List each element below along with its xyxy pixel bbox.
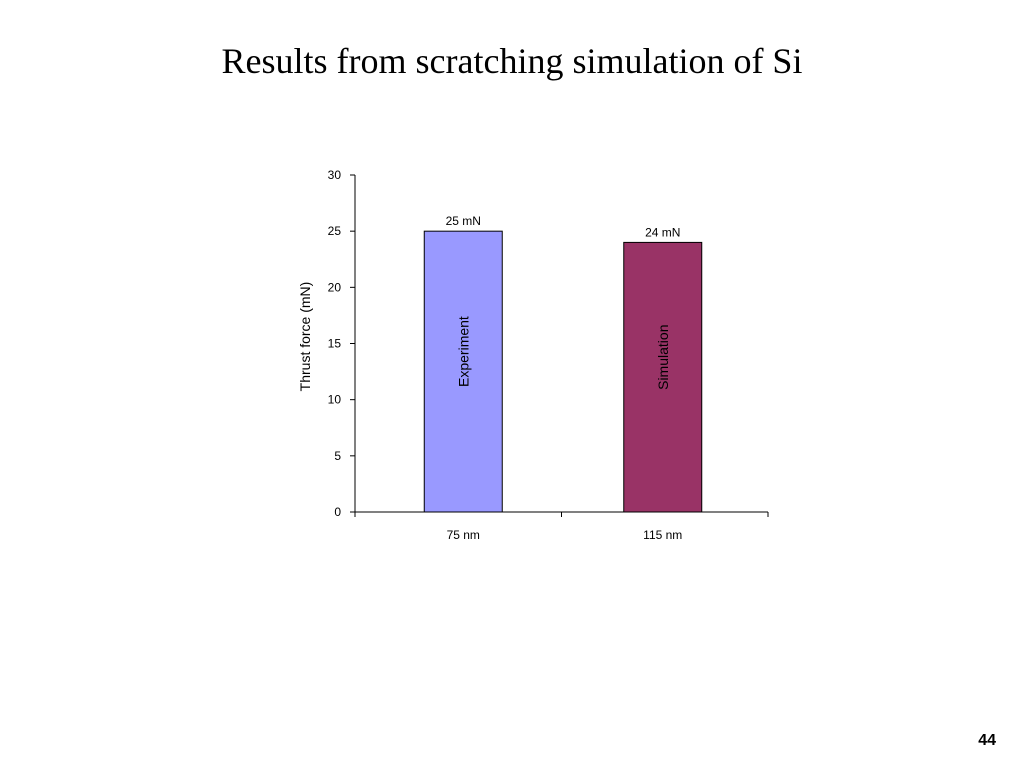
bar-data-label: 24 mN	[645, 225, 680, 239]
y-tick-label: 15	[328, 337, 342, 351]
bar-inner-label: Simulation	[655, 325, 671, 390]
chart-plot-area: 0 5 10 15 20 25 30 Thrust force (mN) 25 mN Experi…	[297, 168, 769, 542]
bar-inner-label: Experiment	[455, 316, 471, 387]
y-tick-label: 20	[328, 280, 342, 294]
slide-title: Results from scratching simulation of Si	[221, 41, 803, 81]
y-tick-label: 5	[334, 449, 341, 463]
y-axis-title: Thrust force (mN)	[297, 282, 313, 392]
bar-1	[423, 230, 503, 513]
y-tick-label: 30	[328, 168, 342, 182]
y-tick-label: 10	[328, 393, 342, 407]
x-tick-label: 75 nm	[447, 528, 480, 542]
bar-2	[623, 241, 703, 513]
x-tick-label: 115 nm	[643, 528, 682, 542]
y-tick-label: 0	[334, 505, 341, 519]
slide-number: 44	[978, 732, 996, 749]
bar-data-label: 25 mN	[446, 214, 481, 228]
y-tick-label: 25	[328, 224, 342, 238]
